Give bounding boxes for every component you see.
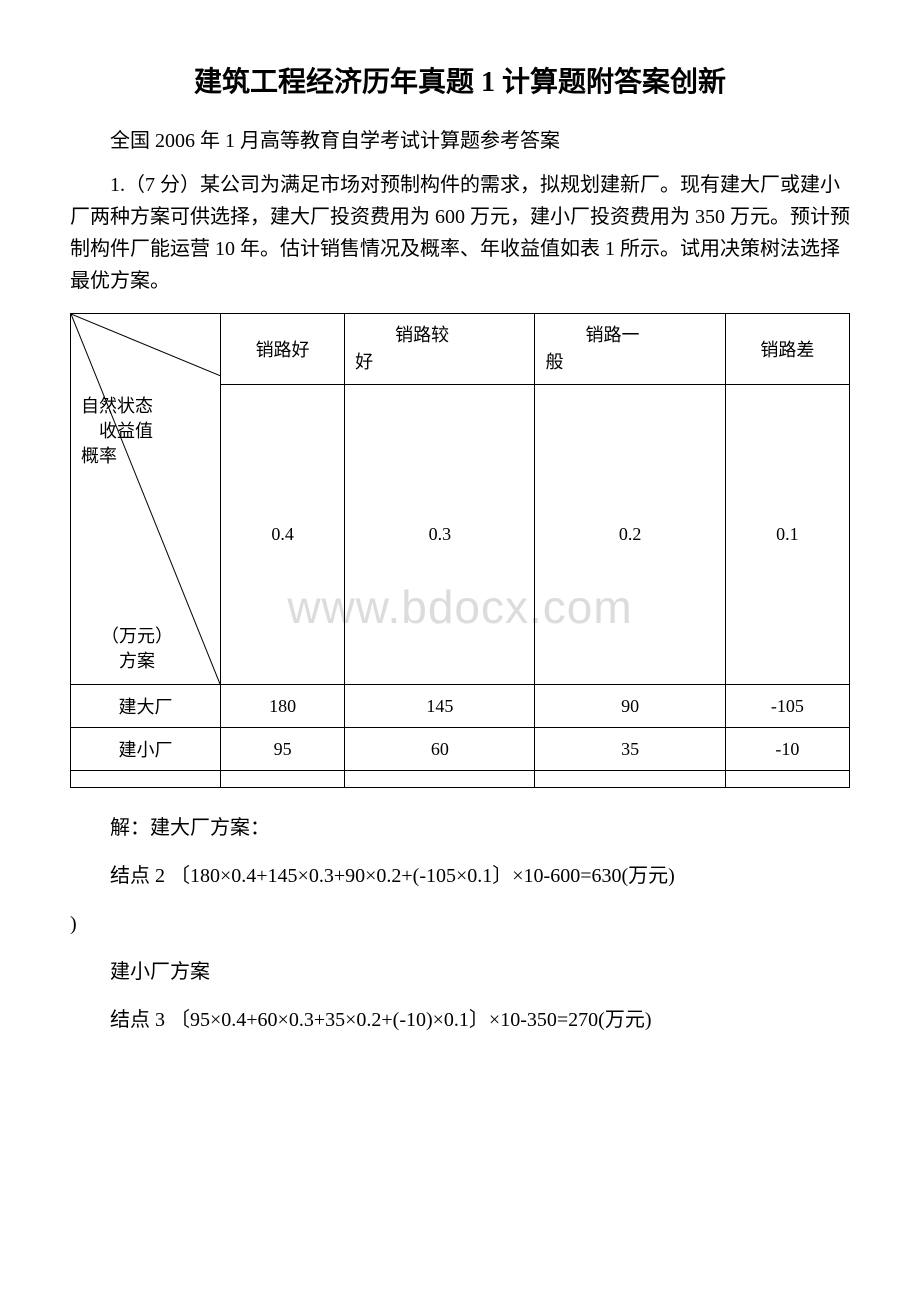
table-row: 建小厂 95 60 35 -10 (71, 728, 850, 771)
diagonal-header-cell: 自然状态 收益值概率 （万元） 方案 (71, 314, 221, 685)
header-cell: 销路较好 (345, 314, 535, 385)
document-content: 建筑工程经济历年真题 1 计算题附答案创新 全国 2006 年 1 月高等教育自… (70, 60, 850, 1036)
table-header-row: 自然状态 收益值概率 （万元） 方案 销路好 销路较好 销路一般 销路差 (71, 314, 850, 385)
data-cell: 145 (345, 685, 535, 728)
solution-line-3: 建小厂方案 (70, 956, 850, 988)
data-cell: 180 (221, 685, 345, 728)
solution-line-4: 结点 3 〔95×0.4+60×0.3+35×0.2+(-10)×0.1〕×10… (70, 1004, 850, 1036)
row-label: 建大厂 (71, 685, 221, 728)
data-cell: 95 (221, 728, 345, 771)
row-label: 建小厂 (71, 728, 221, 771)
diag-label-bottom: （万元） 方案 (101, 624, 173, 674)
prob-cell: 0.1 (725, 385, 849, 685)
empty-cell (725, 771, 849, 788)
data-table: 自然状态 收益值概率 （万元） 方案 销路好 销路较好 销路一般 销路差 0.4… (70, 313, 850, 788)
table-row: 建大厂 180 145 90 -105 (71, 685, 850, 728)
diag-label-top: 自然状态 收益值概率 (81, 394, 153, 470)
empty-cell (535, 771, 725, 788)
data-cell: -10 (725, 728, 849, 771)
data-cell: 90 (535, 685, 725, 728)
empty-cell (221, 771, 345, 788)
data-cell: 35 (535, 728, 725, 771)
data-cell: 60 (345, 728, 535, 771)
data-cell: -105 (725, 685, 849, 728)
prob-cell: 0.2 (535, 385, 725, 685)
empty-cell (345, 771, 535, 788)
page-title: 建筑工程经济历年真题 1 计算题附答案创新 (70, 60, 850, 100)
header-cell: 销路好 (221, 314, 345, 385)
question-text: 1.（7 分）某公司为满足市场对预制构件的需求，拟规划建新厂。现有建大厂或建小厂… (70, 169, 850, 297)
prob-cell: 0.4 (221, 385, 345, 685)
solution-line-2b: ) (70, 908, 850, 940)
solution-line-1: 解：建大厂方案： (70, 812, 850, 844)
solution-line-2: 结点 2 〔180×0.4+145×0.3+90×0.2+(-105×0.1〕×… (70, 860, 850, 892)
table-empty-row (71, 771, 850, 788)
prob-cell: 0.3 (345, 385, 535, 685)
header-cell: 销路一般 (535, 314, 725, 385)
subtitle: 全国 2006 年 1 月高等教育自学考试计算题参考答案 (70, 124, 850, 153)
header-cell: 销路差 (725, 314, 849, 385)
empty-cell (71, 771, 221, 788)
